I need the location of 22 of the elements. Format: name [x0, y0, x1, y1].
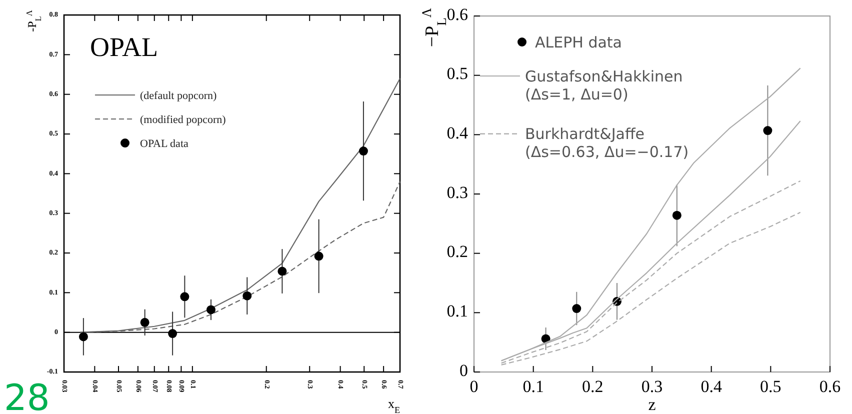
- legend-label: (modified popcorn): [140, 114, 226, 126]
- x-axis-title: x$_{E}$: [388, 396, 400, 414]
- x-tick-label: 0.2: [582, 377, 604, 396]
- text: 28: [4, 378, 50, 414]
- y-tick-label: 0.4: [446, 124, 468, 143]
- text: OPAL: [90, 32, 158, 62]
- x-tick-label: 0.4: [700, 377, 722, 396]
- legend-label: Gustafson&Hakkinen (Δs=1, Δu=0): [525, 67, 683, 104]
- x-tick-label: 0.5: [760, 377, 782, 396]
- legend-label: ALEPH data: [535, 33, 622, 52]
- y-tick-label: 0.2: [446, 242, 468, 262]
- x-tick-label: 0.6: [819, 377, 841, 396]
- y-tick-label: 0.1: [446, 302, 468, 321]
- x-tick-label: 0.1: [522, 377, 544, 396]
- y-tick-label: 0.3: [446, 182, 468, 202]
- x-tick-label: 0.3: [641, 377, 663, 396]
- legend-label: (default popcorn): [140, 90, 217, 102]
- x-axis-title: z: [648, 395, 656, 414]
- legend-label: OPAL data: [140, 138, 188, 150]
- y-tick-label: 0.5: [446, 64, 468, 84]
- legend-label: Burkhardt&Jaffe (Δs=0.63, Δu=−0.17): [525, 125, 689, 162]
- y-tick-label: 0.6: [446, 4, 468, 24]
